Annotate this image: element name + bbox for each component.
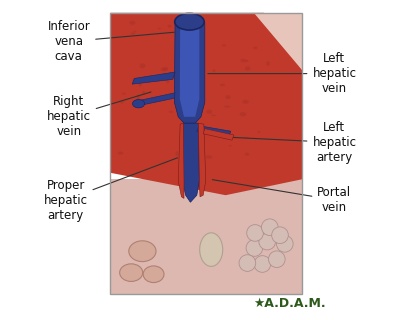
Polygon shape <box>254 13 302 70</box>
Ellipse shape <box>120 101 124 104</box>
Ellipse shape <box>140 63 146 68</box>
Text: Inferior
vena
cava: Inferior vena cava <box>48 20 174 63</box>
Polygon shape <box>110 179 302 294</box>
Ellipse shape <box>266 61 270 66</box>
Ellipse shape <box>257 131 260 133</box>
Ellipse shape <box>262 219 278 236</box>
Ellipse shape <box>189 108 193 112</box>
Ellipse shape <box>129 241 156 262</box>
Polygon shape <box>174 22 205 123</box>
Ellipse shape <box>136 98 140 102</box>
Ellipse shape <box>220 84 225 86</box>
Ellipse shape <box>142 91 145 95</box>
Ellipse shape <box>241 59 245 62</box>
Ellipse shape <box>229 145 232 147</box>
Ellipse shape <box>226 95 230 99</box>
Ellipse shape <box>206 155 212 159</box>
Ellipse shape <box>192 82 195 84</box>
Ellipse shape <box>139 83 142 87</box>
Ellipse shape <box>187 161 193 165</box>
Polygon shape <box>178 123 184 198</box>
Ellipse shape <box>276 236 293 252</box>
Polygon shape <box>182 123 199 202</box>
Ellipse shape <box>206 110 212 114</box>
Ellipse shape <box>187 43 192 45</box>
Ellipse shape <box>244 137 249 139</box>
Polygon shape <box>110 13 302 195</box>
Ellipse shape <box>200 233 223 266</box>
Ellipse shape <box>133 31 136 32</box>
Text: Portal
vein: Portal vein <box>212 180 352 214</box>
Ellipse shape <box>245 67 251 71</box>
Text: Proper
hepatic
artery: Proper hepatic artery <box>44 158 178 221</box>
Ellipse shape <box>161 67 166 71</box>
Ellipse shape <box>245 153 250 156</box>
Ellipse shape <box>120 264 143 282</box>
Ellipse shape <box>242 100 249 104</box>
Text: Left
hepatic
artery: Left hepatic artery <box>226 121 356 164</box>
Ellipse shape <box>122 93 126 95</box>
Ellipse shape <box>169 111 173 113</box>
Polygon shape <box>198 123 206 197</box>
Ellipse shape <box>268 251 285 268</box>
Ellipse shape <box>254 256 271 272</box>
Ellipse shape <box>194 125 198 129</box>
Ellipse shape <box>175 13 204 30</box>
Ellipse shape <box>240 112 246 116</box>
Ellipse shape <box>158 28 161 29</box>
Text: ★A.D.A.M.: ★A.D.A.M. <box>253 297 326 310</box>
Polygon shape <box>226 13 302 96</box>
Ellipse shape <box>212 69 216 72</box>
Ellipse shape <box>224 106 230 108</box>
Ellipse shape <box>132 78 136 82</box>
Ellipse shape <box>130 32 135 35</box>
Ellipse shape <box>130 21 136 25</box>
Ellipse shape <box>176 151 178 156</box>
Ellipse shape <box>244 60 249 62</box>
Ellipse shape <box>211 115 216 116</box>
Ellipse shape <box>132 100 145 108</box>
Text: Right
hepatic
vein: Right hepatic vein <box>47 92 151 138</box>
Text: Left
hepatic
vein: Left hepatic vein <box>208 52 356 95</box>
Ellipse shape <box>272 227 288 244</box>
Polygon shape <box>136 93 175 106</box>
Polygon shape <box>197 126 231 137</box>
Polygon shape <box>180 23 199 117</box>
Ellipse shape <box>259 233 276 250</box>
Ellipse shape <box>222 44 226 46</box>
Ellipse shape <box>253 47 258 49</box>
Ellipse shape <box>143 266 164 283</box>
Ellipse shape <box>137 94 140 98</box>
Polygon shape <box>203 129 234 140</box>
Ellipse shape <box>166 79 169 83</box>
Ellipse shape <box>118 152 124 155</box>
Ellipse shape <box>246 240 263 256</box>
Ellipse shape <box>239 255 256 271</box>
Ellipse shape <box>168 25 172 28</box>
Polygon shape <box>132 72 175 84</box>
Ellipse shape <box>163 67 168 71</box>
Ellipse shape <box>247 225 263 241</box>
